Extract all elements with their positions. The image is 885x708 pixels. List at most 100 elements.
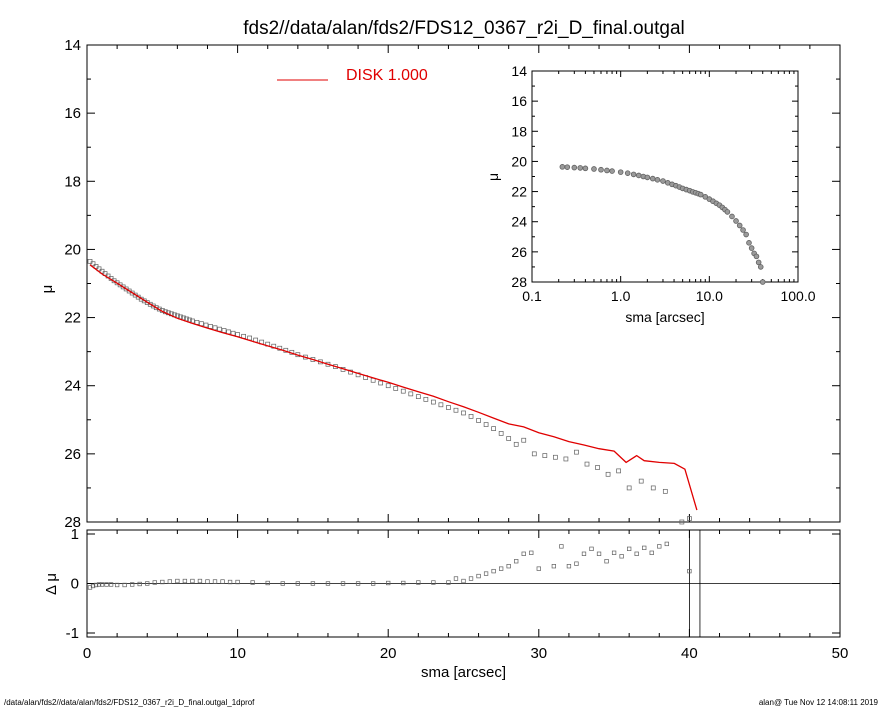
y-tick-label: 20 xyxy=(64,241,81,258)
data-point xyxy=(153,305,159,311)
inset-data-point xyxy=(660,178,666,184)
residual-point xyxy=(167,579,172,584)
data-point xyxy=(563,456,569,462)
inset-data-point xyxy=(733,218,739,224)
residual-point xyxy=(476,573,481,579)
data-point xyxy=(221,328,227,333)
data-point xyxy=(498,431,504,436)
residual-point xyxy=(401,580,406,586)
residual-point xyxy=(664,541,669,547)
data-point xyxy=(400,388,406,394)
residual-y-tick-label: 0 xyxy=(71,576,79,593)
x-tick-label: 0 xyxy=(83,645,91,662)
data-point xyxy=(438,402,444,408)
data-point xyxy=(584,461,590,467)
inset-y-tick-label: 26 xyxy=(511,244,527,260)
data-point xyxy=(212,325,218,331)
residual-point xyxy=(589,546,594,551)
residual-point xyxy=(483,571,489,576)
data-point xyxy=(453,407,459,413)
residual-point xyxy=(295,581,300,586)
inset-data-point xyxy=(759,279,766,285)
inset-data-point xyxy=(598,166,604,173)
x-tick-label: 40 xyxy=(681,645,698,662)
data-point xyxy=(87,259,93,264)
data-point xyxy=(483,422,489,427)
inset-y-tick-label: 20 xyxy=(511,153,527,169)
residual-point xyxy=(182,578,188,584)
inset-data-point xyxy=(604,167,610,174)
residual-point xyxy=(137,581,142,587)
residual-point xyxy=(160,579,165,585)
residual-point xyxy=(416,580,421,585)
y-tick-label: 18 xyxy=(64,173,81,190)
residual-point xyxy=(175,578,180,584)
inset-data-point xyxy=(729,213,735,220)
inset-y-axis-label: μ xyxy=(485,173,501,181)
inset-frame xyxy=(531,70,799,283)
residual-point xyxy=(642,545,647,551)
residual-point xyxy=(431,580,436,585)
residual-point xyxy=(596,551,602,556)
data-point xyxy=(378,380,384,386)
data-point xyxy=(553,454,558,460)
footer-right: alan@ Tue Nov 12 14:08:11 2019 xyxy=(759,698,879,707)
x-tick-label: 30 xyxy=(530,645,547,662)
data-point xyxy=(662,488,668,494)
residual-point xyxy=(491,568,496,574)
inset-data-point xyxy=(702,194,709,200)
residual-point xyxy=(657,544,662,549)
inset-data-point xyxy=(654,177,661,183)
residual-point xyxy=(197,578,203,584)
inset-y-tick-label: 14 xyxy=(511,63,527,79)
data-point xyxy=(491,426,496,431)
data-point xyxy=(506,436,512,441)
residual-point xyxy=(104,582,109,587)
residual-point xyxy=(521,551,526,556)
residual-point xyxy=(96,582,102,587)
residual-point xyxy=(310,581,316,586)
residual-point xyxy=(634,551,639,556)
residual-point xyxy=(529,550,534,555)
residual-point xyxy=(499,566,504,571)
residual-point xyxy=(370,581,376,586)
y-tick-label: 28 xyxy=(64,514,81,531)
inset-y-tick-label: 28 xyxy=(511,274,527,290)
residual-point xyxy=(453,576,459,581)
inset-data-point xyxy=(559,164,566,170)
data-point xyxy=(217,326,222,332)
residual-point xyxy=(386,580,391,586)
inset-data-point xyxy=(740,227,746,233)
residual-point xyxy=(93,582,99,588)
footer-left: /data/alan/fds2//data/alan/fds2/FDS12_03… xyxy=(4,698,255,707)
inset-data-point xyxy=(649,175,656,182)
data-point xyxy=(385,383,391,389)
legend-label: DISK 1.000 xyxy=(346,67,428,84)
residual-point xyxy=(235,579,240,585)
residual-point xyxy=(355,581,361,586)
data-point xyxy=(595,465,600,470)
inset-x-tick-label: 1.0 xyxy=(611,288,631,304)
y-tick-label: 22 xyxy=(64,310,81,327)
main-profile-plot: 14 16 18 20 22 24 26 28 μ DISK 1.000 xyxy=(39,37,841,531)
data-point xyxy=(423,396,429,402)
disk-model-line xyxy=(89,264,698,511)
residual-point xyxy=(227,579,233,585)
residual-point xyxy=(514,559,519,564)
residual-point xyxy=(114,582,120,588)
residual-point xyxy=(145,581,150,586)
residual-point xyxy=(205,579,210,584)
inset-data-point xyxy=(577,165,584,171)
data-point xyxy=(93,264,99,269)
residual-point xyxy=(536,566,541,571)
residual-point xyxy=(340,581,346,586)
y-tick-label: 14 xyxy=(64,37,81,54)
x-tick-label: 50 xyxy=(832,645,849,662)
data-point xyxy=(431,399,436,405)
residual-y-tick-label: -1 xyxy=(66,625,79,642)
residual-point xyxy=(446,580,451,585)
data-point xyxy=(687,516,692,521)
data-point xyxy=(208,324,213,329)
data-point xyxy=(90,261,96,267)
